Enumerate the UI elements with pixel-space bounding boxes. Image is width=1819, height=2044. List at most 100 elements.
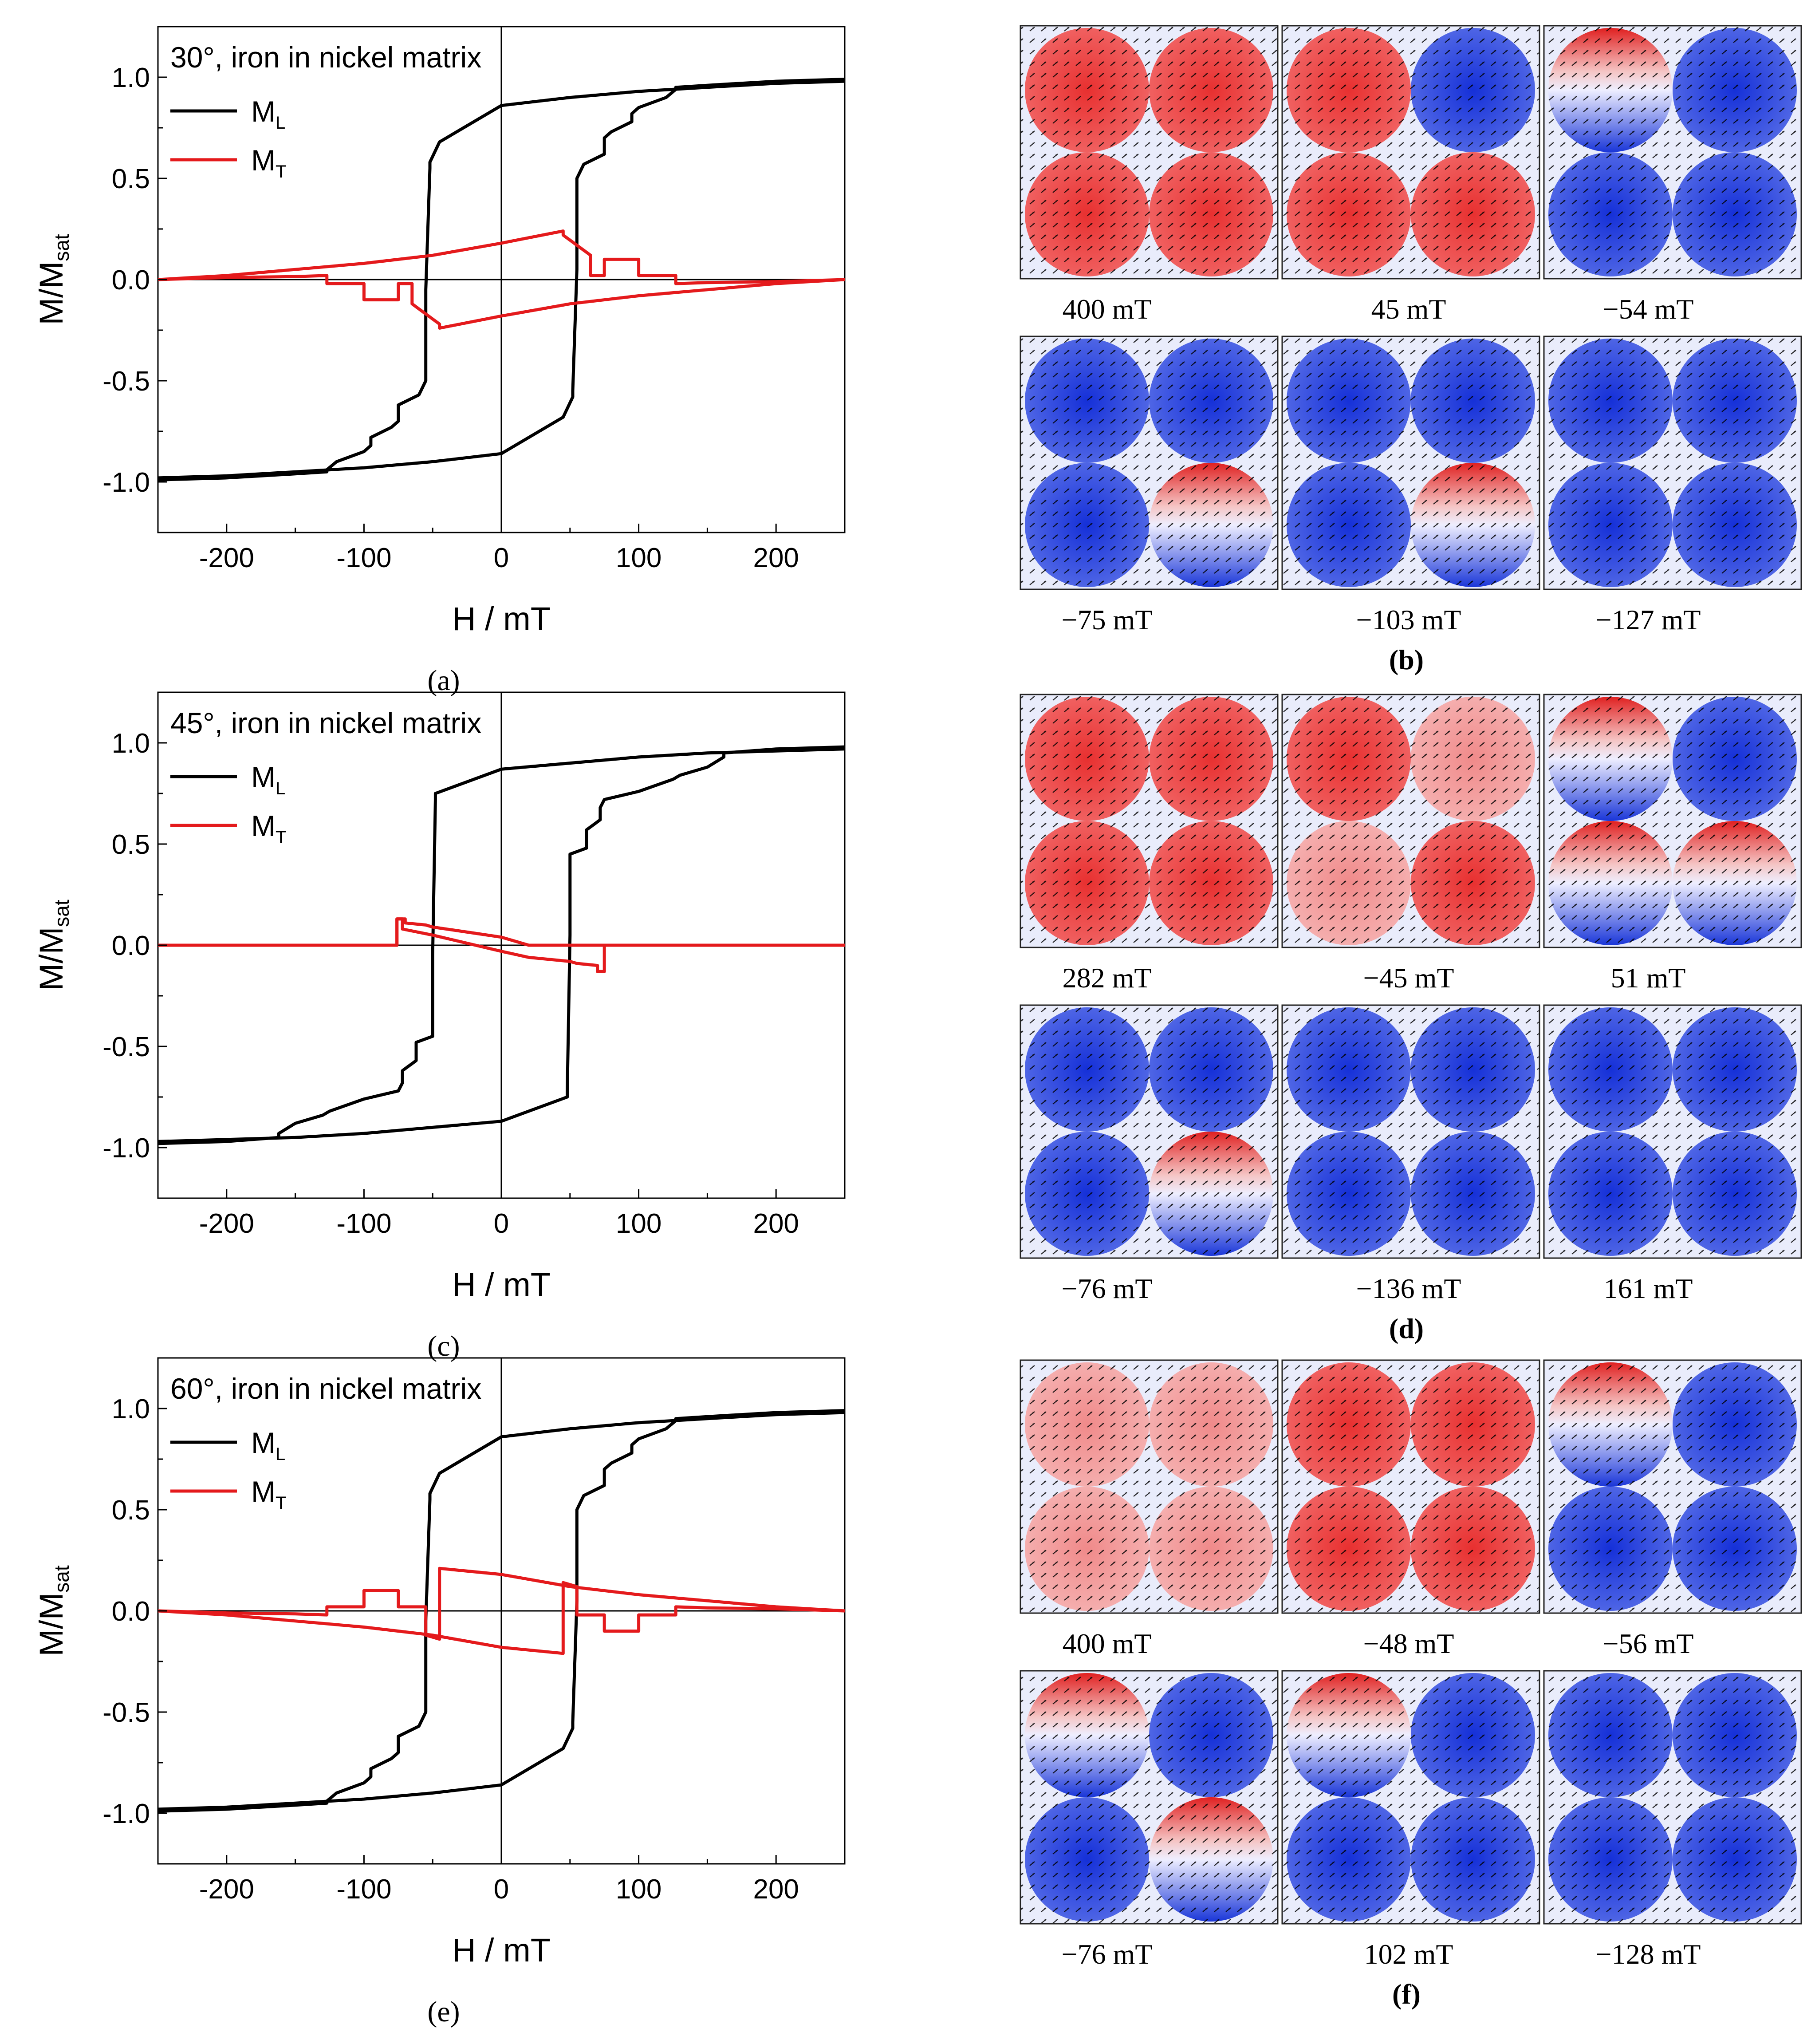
- plot-title: 30°, iron in nickel matrix: [170, 41, 481, 74]
- x-axis-label: H / mT: [452, 1932, 551, 1969]
- magnetization-vector-field: [1021, 695, 1277, 947]
- snapshot-field-label: 51 mT: [1611, 962, 1686, 994]
- x-tick-label: -200: [199, 1208, 254, 1239]
- series-mt-line: [157, 1581, 845, 1655]
- y-tick-label: -1.0: [102, 1799, 150, 1829]
- legend-label-sub: T: [276, 828, 286, 847]
- snapshot-field-label: −127 mT: [1596, 604, 1701, 635]
- y-axis-label-sub: sat: [50, 1565, 73, 1593]
- x-tick-label: 0: [494, 1208, 509, 1239]
- legend-label-main: M: [251, 1426, 276, 1459]
- snapshot: −54 mT: [1543, 25, 1802, 325]
- magnetization-vector-field: [1283, 1361, 1539, 1612]
- snapshot: 161 mT: [1543, 1004, 1802, 1304]
- series-ml-line: [157, 745, 845, 1143]
- magnetization-vector-field: [1545, 27, 1800, 278]
- snapshot-field-label: −54 mT: [1603, 293, 1694, 325]
- legend-label-main: M: [251, 95, 276, 128]
- panel-label: (d): [1389, 1313, 1424, 1344]
- y-tick-label: 1.0: [112, 63, 150, 93]
- y-tick-label: 0.5: [112, 164, 150, 194]
- y-tick-label: -1.0: [102, 467, 150, 498]
- legend-label: ML: [251, 95, 285, 133]
- snapshot-field-label: −48 mT: [1363, 1628, 1454, 1659]
- legend-label-main: M: [251, 1475, 276, 1508]
- snapshot: 102 mT: [1281, 1670, 1540, 1970]
- snapshot-panel-d: 282 mT −45 mT 51 mT −76 mT −136 mT 161 mT (d): [1020, 694, 1802, 1344]
- legend: MLM T: [170, 95, 286, 182]
- y-axis-label-main: M/M: [33, 927, 70, 991]
- magnetization-vector-field: [1021, 1672, 1277, 1923]
- snapshot-field-label: 102 mT: [1364, 1938, 1453, 1970]
- snapshot-field-label: 161 mT: [1604, 1273, 1693, 1304]
- magnetization-vector-field: [1283, 1006, 1539, 1257]
- series-mt-line: [157, 229, 845, 285]
- snapshot: −48 mT: [1281, 1359, 1540, 1659]
- hysteresis-plot-30deg: -200 -100 0 100 200 -1.0 -0.5 0.0 0.5 1.0 30°, ir…: [33, 26, 846, 697]
- legend-label: ML: [251, 761, 285, 798]
- y-tick-label: 1.0: [112, 728, 150, 759]
- legend-label: MT: [251, 1475, 286, 1513]
- magnetization-vector-field: [1545, 337, 1800, 588]
- x-axis-label: H / mT: [452, 600, 551, 637]
- y-tick-label: -1.0: [102, 1133, 150, 1164]
- x-tick-label: 200: [753, 1874, 799, 1905]
- magnetization-vector-field: [1021, 1361, 1277, 1612]
- y-tick-label: 0.0: [112, 265, 150, 296]
- series-mt-line: [158, 917, 845, 947]
- snapshot: −128 mT: [1543, 1670, 1802, 1970]
- plot-title: 45°, iron in nickel matrix: [170, 706, 481, 739]
- y-tick-label: 0.5: [112, 1495, 150, 1526]
- snapshot: −136 mT: [1281, 1004, 1540, 1304]
- y-tick-label: -0.5: [102, 1697, 150, 1728]
- x-tick-label: -100: [336, 543, 391, 573]
- x-tick-label: 200: [753, 543, 799, 573]
- magnetization-vector-field: [1283, 27, 1539, 278]
- snapshot-field-label: 400 mT: [1063, 293, 1152, 325]
- x-tick-label: 0: [494, 1874, 509, 1905]
- snapshot: −76 mT: [1020, 1004, 1279, 1304]
- x-tick-label: 100: [616, 543, 661, 573]
- x-tick-label: 200: [753, 1208, 799, 1239]
- y-tick-label: -0.5: [102, 366, 150, 397]
- snapshot-field-label: −76 mT: [1062, 1938, 1153, 1970]
- y-axis-label-sub: sat: [50, 234, 73, 261]
- snapshot-field-label: −56 mT: [1603, 1628, 1694, 1659]
- snapshot: −103 mT: [1281, 335, 1540, 635]
- y-tick-label: 0.5: [112, 829, 150, 860]
- legend-label-sub: L: [276, 779, 285, 798]
- snapshot: 51 mT: [1543, 694, 1802, 994]
- magnetization-vector-field: [1545, 1006, 1800, 1257]
- legend-label: MT: [251, 809, 286, 847]
- magnetization-vector-field: [1021, 27, 1277, 278]
- series-ml-line: [157, 79, 845, 481]
- magnetization-vector-field: [1283, 695, 1539, 947]
- y-tick-label: 1.0: [112, 1394, 150, 1424]
- legend-label-main: M: [251, 761, 276, 793]
- legend-label-sub: T: [276, 1493, 286, 1513]
- legend-label-sub: T: [276, 162, 286, 182]
- snapshot-field-label: 45 mT: [1371, 293, 1446, 325]
- magnetization-vector-field: [1283, 337, 1539, 588]
- snapshot: −45 mT: [1281, 694, 1540, 994]
- snapshot: −56 mT: [1543, 1359, 1802, 1659]
- legend-label-sub: L: [276, 1444, 285, 1464]
- panel-label-a: (a): [427, 664, 460, 697]
- magnetization-vector-field: [1545, 1361, 1800, 1612]
- y-axis-label-sub: sat: [50, 900, 73, 927]
- y-axis-label: M/Msat: [33, 234, 73, 325]
- snapshot: 400 mT: [1020, 1359, 1279, 1659]
- panel-label-c: (c): [427, 1330, 460, 1362]
- magnetization-vector-field: [1021, 1006, 1277, 1257]
- x-tick-label: 0: [494, 543, 509, 573]
- y-axis-label: M/Msat: [33, 900, 73, 990]
- snapshot: −127 mT: [1543, 335, 1802, 635]
- snapshot-field-label: −128 mT: [1596, 1938, 1701, 1970]
- y-tick-label: 0.0: [112, 1596, 150, 1627]
- snapshot: −75 mT: [1020, 335, 1279, 635]
- series-ml-line: [157, 1411, 845, 1813]
- hysteresis-plot-60deg: -200 -100 0 100 200 -1.0 -0.5 0.0 0.5 1.0 60°, ir…: [33, 1357, 846, 2028]
- plot-title: 60°, iron in nickel matrix: [170, 1372, 481, 1405]
- panel-label: (b): [1389, 644, 1424, 675]
